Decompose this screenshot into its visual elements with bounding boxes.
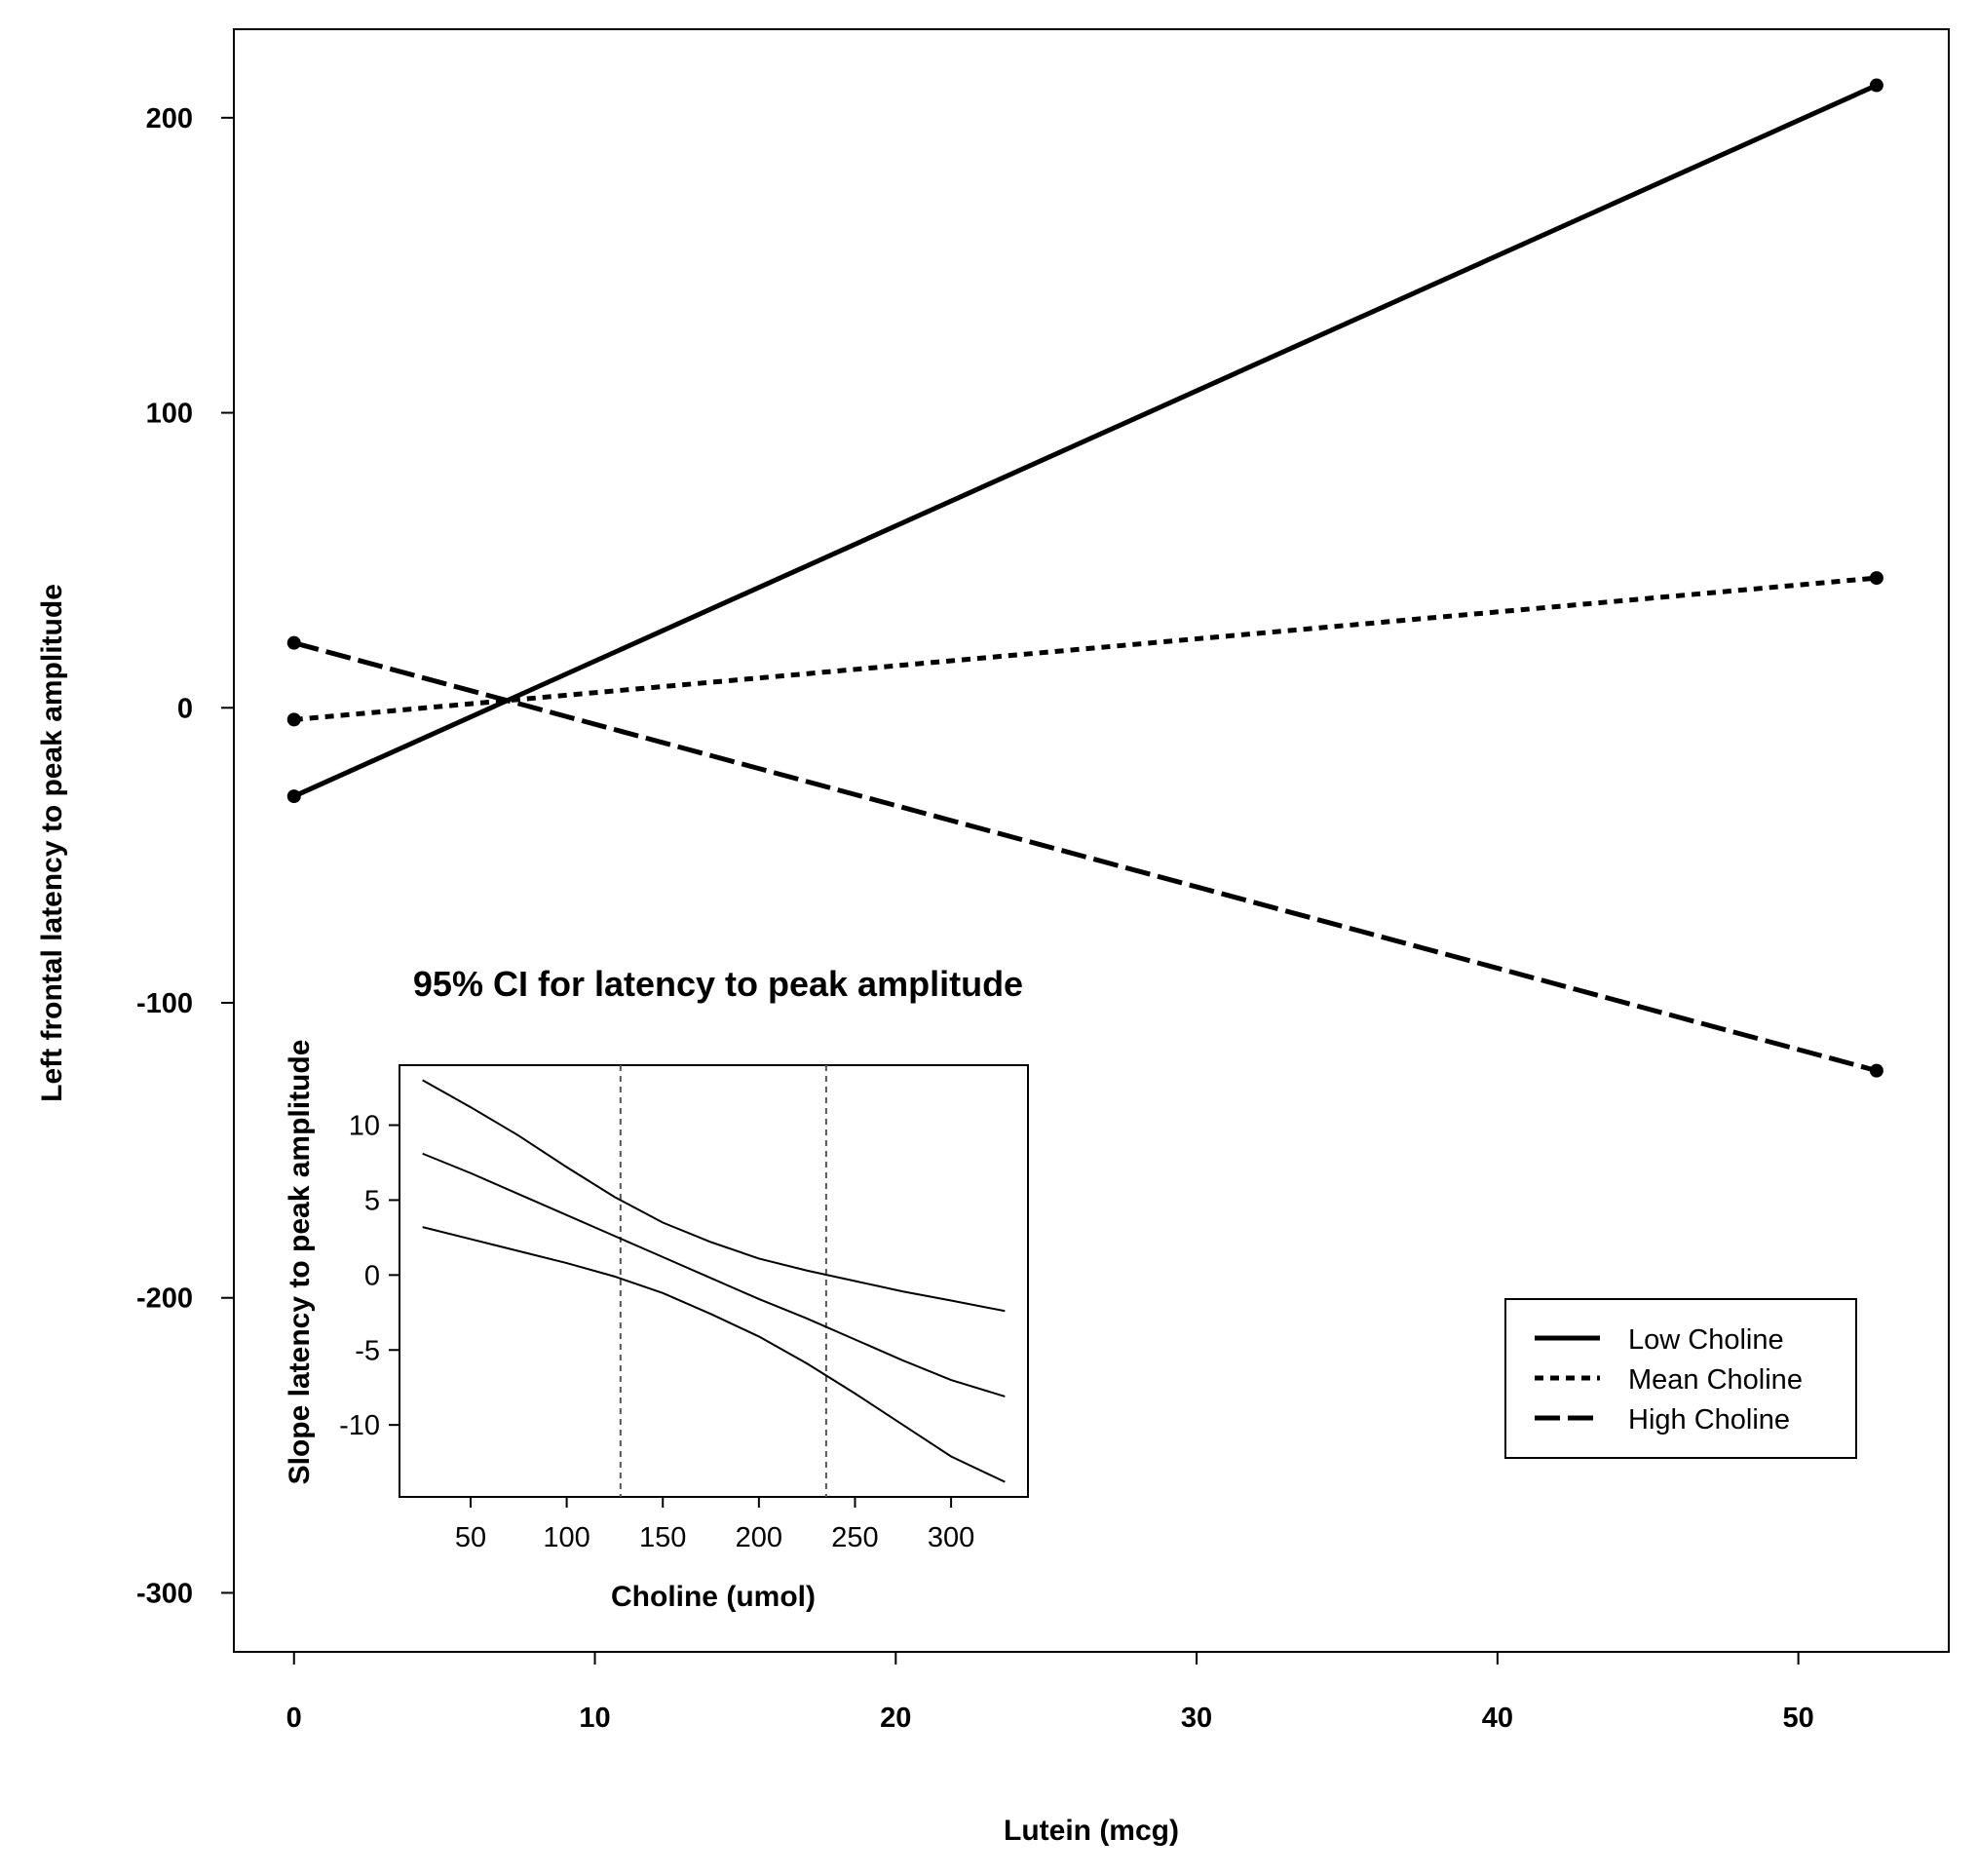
inset-x-axis-label: Choline (umol) [611, 1581, 816, 1613]
main-y-tick-label: 0 [177, 693, 193, 724]
inset-x-tick-label: 250 [831, 1522, 878, 1553]
data-point-low-choline [1869, 78, 1883, 93]
data-point-low-choline [286, 789, 301, 804]
inset-y-axis-label: Slope latency to peak amplitude [284, 1040, 316, 1485]
inset-y-tick-label: -5 [355, 1335, 380, 1366]
inset-y-axis: -10 -5 0 5 10 [339, 1111, 399, 1441]
inset-line-slope [422, 1152, 1006, 1397]
series-line-high-choline [293, 640, 1878, 1074]
main-x-tick-label: 50 [1782, 1703, 1813, 1734]
series-line-low-choline [292, 83, 1878, 799]
main-y-tick-label: -200 [136, 1283, 193, 1315]
inset-x-tick-label: 300 [928, 1522, 974, 1553]
main-x-tick-label: 20 [880, 1703, 911, 1734]
inset-series-group [422, 1065, 1006, 1497]
main-y-tick-label: -300 [136, 1578, 193, 1609]
legend-label-high-choline: High Choline [1628, 1404, 1790, 1436]
main-y-axis: -300 -200 -100 0 100 200 [136, 103, 234, 1609]
inset-x-axis: 50 100 150 200 250 300 [455, 1497, 974, 1553]
inset-background [361, 981, 1077, 1417]
inset-y-tick-label: -10 [339, 1410, 380, 1441]
legend-label-mean-choline: Mean Choline [1628, 1364, 1803, 1396]
main-y-tick-label: 200 [146, 103, 193, 134]
inset-plot-frame [399, 1064, 1029, 1498]
main-y-tick-label: 100 [146, 399, 193, 430]
legend: Low Choline Mean Choline High Choline [1504, 1298, 1857, 1459]
main-x-tick-label: 30 [1181, 1703, 1212, 1734]
main-x-axis: 0 10 20 30 40 50 [286, 1652, 1814, 1734]
main-plot-frame [233, 28, 1950, 1653]
inset-y-tick-label: 10 [349, 1111, 380, 1142]
main-x-tick-label: 10 [579, 1703, 610, 1734]
inset-y-tick-label: 5 [364, 1185, 380, 1216]
data-point-high-choline [1869, 1063, 1883, 1078]
inset-title: 95% CI for latency to peak amplitude [413, 964, 1023, 1004]
main-y-tick-label: -100 [136, 988, 193, 1019]
main-y-axis-label: Left frontal latency to peak amplitude [36, 584, 68, 1102]
inset-plot: 95% CI for latency to peak amplitude 50 1… [284, 964, 1077, 1613]
main-x-tick-label: 40 [1482, 1703, 1513, 1734]
inset-x-tick-label: 50 [455, 1522, 486, 1553]
inset-x-tick-label: 100 [543, 1522, 590, 1553]
legend-label-low-choline: Low Choline [1628, 1324, 1784, 1356]
data-point-mean-choline [1869, 571, 1883, 586]
inset-line-upper-bound [422, 1079, 1006, 1313]
inset-x-tick-label: 150 [639, 1522, 686, 1553]
main-x-tick-label: 0 [286, 1703, 302, 1734]
main-series-group [286, 78, 1883, 1078]
inset-y-tick-label: 0 [364, 1260, 380, 1291]
main-x-axis-label: Lutein (mcg) [1004, 1815, 1179, 1847]
data-point-high-choline [286, 635, 301, 650]
data-point-mean-choline [286, 712, 301, 727]
inset-line-lower-bound [422, 1226, 1006, 1483]
legend-box [1504, 1298, 1857, 1459]
inset-x-tick-label: 200 [736, 1522, 782, 1553]
